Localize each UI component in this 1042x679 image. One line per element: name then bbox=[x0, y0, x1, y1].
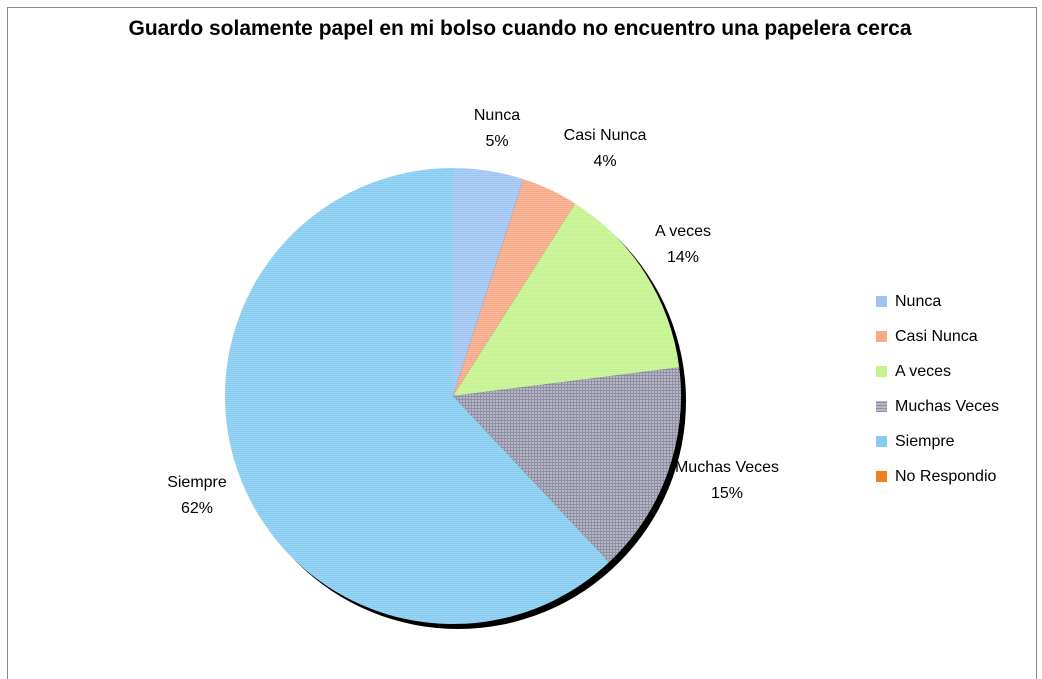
slice-label-value-muchas-veces: 15% bbox=[711, 485, 743, 502]
legend-swatch-casi-nunca bbox=[876, 331, 887, 342]
pie-slice-texture-casi-nunca bbox=[453, 179, 576, 396]
legend-swatch-muchas-veces bbox=[876, 401, 887, 412]
pie-slice-labels: Nunca 5% Casi Nunca 4% A veces 14% Muchas Vece… bbox=[167, 107, 779, 517]
legend-label-no-respondio: No Respondio bbox=[895, 467, 997, 485]
slice-label-value-casi-nunca: 4% bbox=[593, 153, 616, 170]
legend-item-nunca: Nunca bbox=[876, 290, 999, 313]
legend-swatch-a-veces bbox=[876, 366, 887, 377]
legend-item-siempre: Siempre bbox=[876, 430, 999, 453]
slice-label-name-nunca: Nunca bbox=[474, 107, 520, 124]
pie-slice-texture-nunca bbox=[453, 168, 524, 396]
legend-swatch-nunca bbox=[876, 296, 887, 307]
legend-label-nunca: Nunca bbox=[895, 292, 942, 310]
pie-slices bbox=[224, 168, 681, 624]
pie-slice-texture-a-veces bbox=[453, 203, 680, 396]
slice-label-name-casi-nunca: Casi Nunca bbox=[564, 127, 647, 144]
slice-label-value-nunca: 5% bbox=[485, 133, 508, 150]
slice-label-value-siempre: 62% bbox=[181, 500, 213, 517]
legend-item-a-veces: A veces bbox=[876, 360, 999, 383]
legend-item-casi-nunca: Casi Nunca bbox=[876, 325, 999, 348]
legend-label-muchas-veces: Muchas Veces bbox=[895, 397, 1000, 415]
slice-label-value-a-veces: 14% bbox=[667, 249, 699, 266]
legend-label-a-veces: A veces bbox=[895, 362, 952, 380]
legend-label-casi-nunca: Casi Nunca bbox=[895, 327, 978, 345]
legend-label-siempre: Siempre bbox=[895, 432, 955, 450]
slice-label-name-siempre: Siempre bbox=[167, 474, 227, 491]
slice-label-name-muchas-veces: Muchas Veces bbox=[675, 459, 779, 476]
pie-slice-muchas-veces bbox=[453, 367, 681, 563]
chart-title: Guardo solamente papel en mi bolso cuand… bbox=[128, 17, 912, 40]
legend-item-no-respondio: No Respondio bbox=[876, 465, 999, 488]
legend-swatch-siempre bbox=[876, 436, 887, 447]
pie-slice-texture-siempre bbox=[224, 168, 610, 624]
legend-swatch-no-respondio bbox=[876, 471, 887, 482]
slice-label-name-a-veces: A veces bbox=[655, 223, 711, 240]
legend-item-muchas-veces: Muchas Veces bbox=[876, 395, 999, 418]
legend: Nunca Casi Nunca A veces Muchas Veces Siempr… bbox=[876, 290, 999, 500]
